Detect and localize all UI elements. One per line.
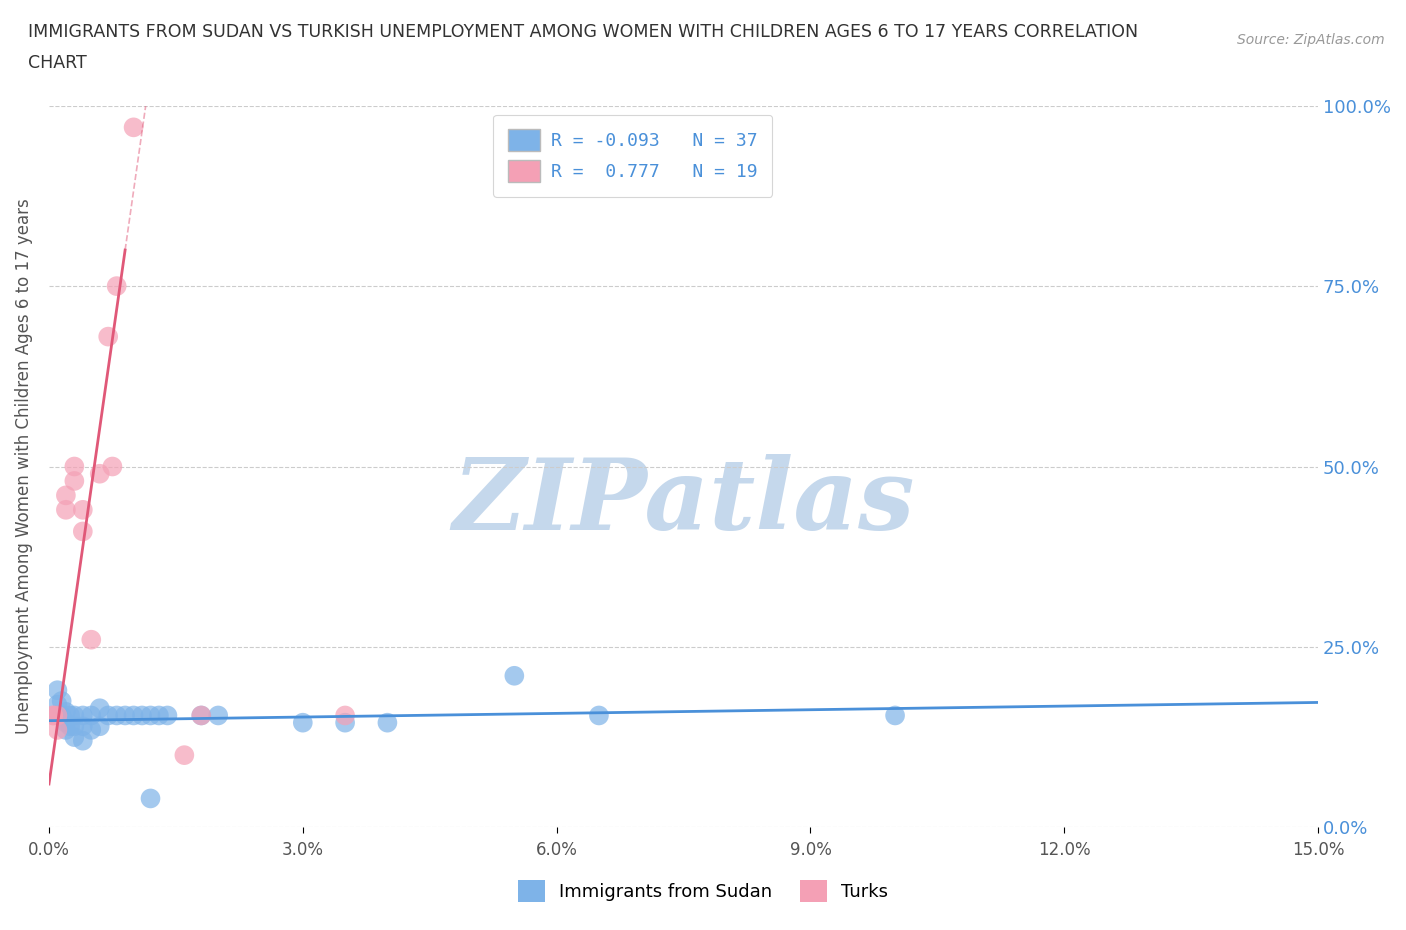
Text: CHART: CHART [28,54,87,72]
Point [46,708,69,723]
Point [105,708,128,723]
Point [72,708,94,723]
Point [72,719,94,734]
Point [190,708,212,723]
Point [46,723,69,737]
Point [148,708,170,723]
Point [291,715,314,730]
Point [173,748,195,763]
Text: IMMIGRANTS FROM SUDAN VS TURKISH UNEMPLOYMENT AMONG WOMEN WITH CHILDREN AGES 6 T: IMMIGRANTS FROM SUDAN VS TURKISH UNEMPLO… [28,23,1139,41]
Point [333,708,356,723]
Y-axis label: Unemployment Among Women with Children Ages 6 to 17 years: Unemployment Among Women with Children A… [15,199,32,735]
Point [80,708,103,723]
Point [503,669,526,684]
Point [63,730,86,745]
Point [122,120,145,135]
Point [884,708,907,723]
Point [97,708,120,723]
Point [80,632,103,647]
Point [190,708,212,723]
Point [131,708,153,723]
Legend: Immigrants from Sudan, Turks: Immigrants from Sudan, Turks [503,866,903,916]
Point [114,708,136,723]
Point [63,459,86,474]
Point [105,279,128,294]
Point [63,719,86,734]
Point [59,708,82,723]
Point [51,708,73,723]
Point [55,723,77,737]
Legend: R = -0.093   N = 37, R =  0.777   N = 19: R = -0.093 N = 37, R = 0.777 N = 19 [494,114,772,197]
Point [72,502,94,517]
Point [46,708,69,723]
Point [139,708,162,723]
Point [55,704,77,719]
Point [72,524,94,538]
Point [377,715,399,730]
Point [89,719,111,734]
Point [63,708,86,723]
Point [122,708,145,723]
Point [46,698,69,712]
Text: ZIPatlas: ZIPatlas [453,455,915,551]
Point [51,694,73,709]
Point [55,502,77,517]
Point [89,466,111,481]
Point [46,683,69,698]
Point [207,708,229,723]
Text: Source: ZipAtlas.com: Source: ZipAtlas.com [1237,33,1385,46]
Point [55,488,77,503]
Point [333,715,356,730]
Point [97,329,120,344]
Point [588,708,610,723]
Point [80,723,103,737]
Point [156,708,179,723]
Point [55,715,77,730]
Point [89,701,111,716]
Point [139,791,162,806]
Point [101,459,124,474]
Point [72,733,94,748]
Point [63,473,86,488]
Point [59,719,82,734]
Point [42,708,65,723]
Point [42,708,65,723]
